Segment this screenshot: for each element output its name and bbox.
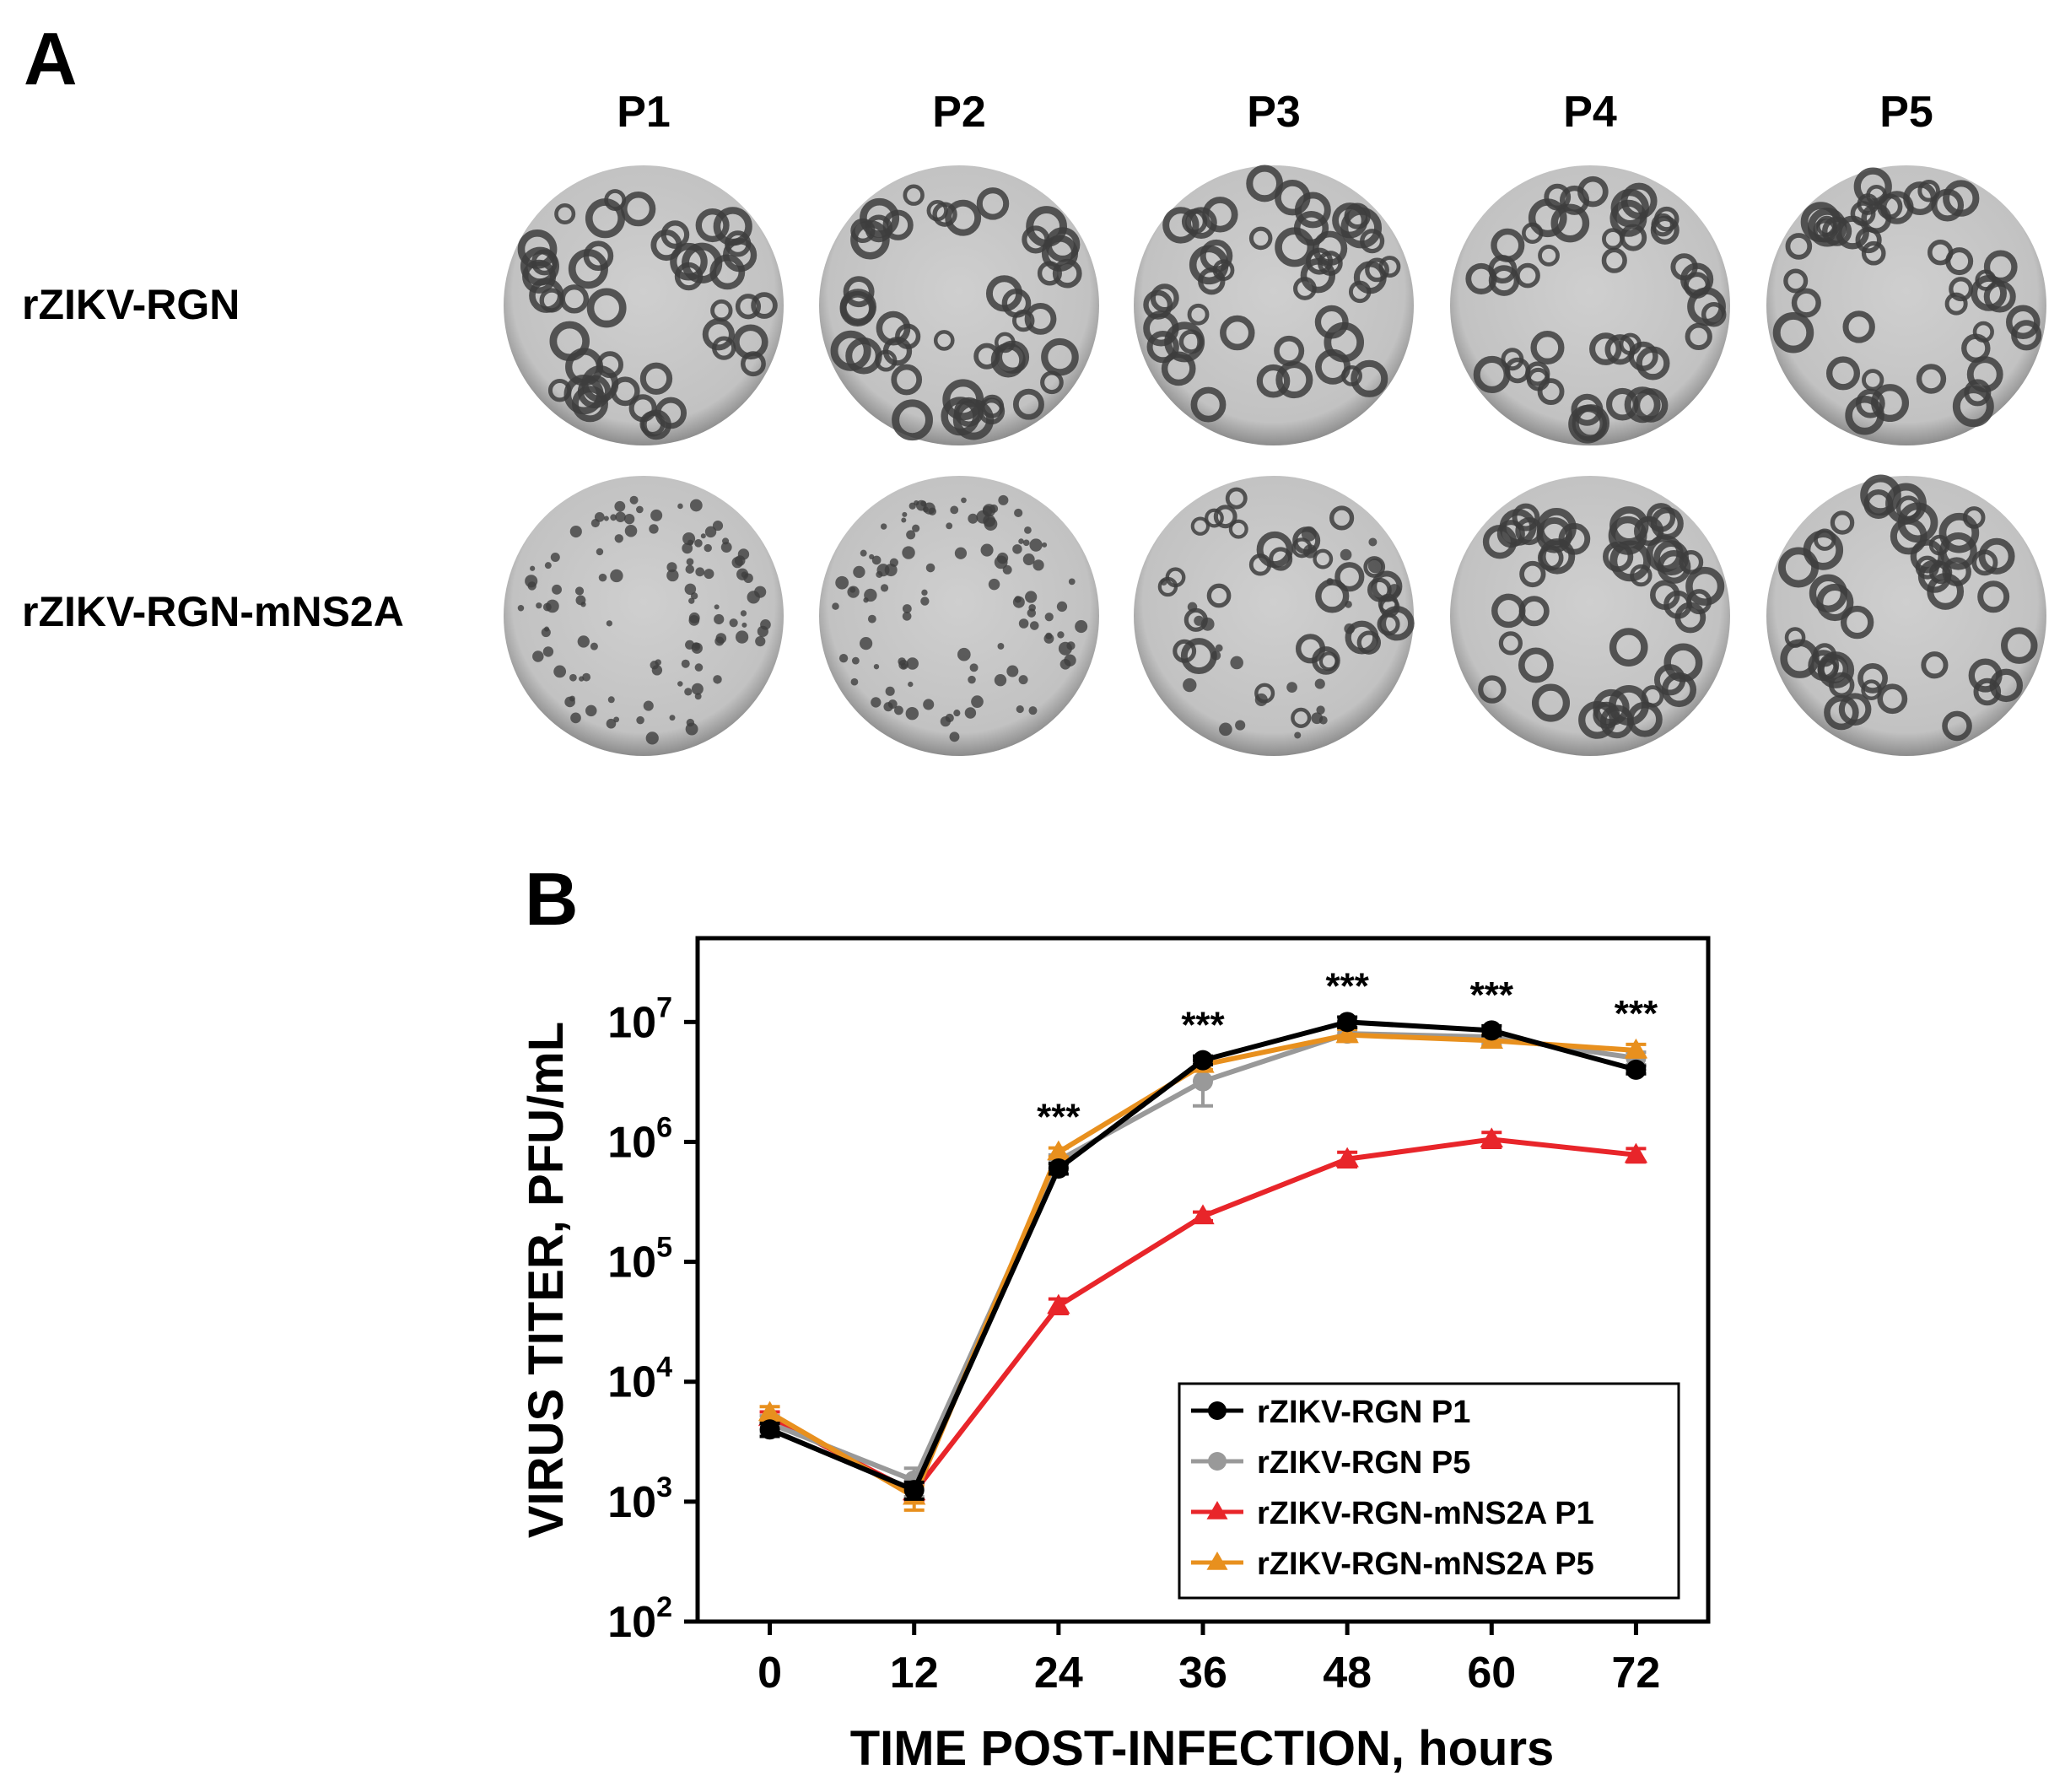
data-point	[759, 1419, 780, 1440]
legend-item: rZIKV-RGN-mNS2A P5	[1191, 1546, 1594, 1582]
data-point	[1193, 1050, 1213, 1071]
legend-label: rZIKV-RGN P1	[1257, 1395, 1470, 1430]
x-tick-label: 0	[758, 1649, 782, 1698]
column-labels: P1 P2 P3 P4 P5	[617, 88, 1933, 137]
panel-b: B 102 103 104 105 106 107 0 12 24 36 48 60 72 TIME …	[519, 857, 1711, 1776]
plaque-dish	[504, 165, 784, 445]
x-tick-label: 24	[1034, 1649, 1083, 1698]
significance-marker: ***	[1615, 993, 1658, 1034]
column-label-p1: P1	[617, 88, 671, 137]
significance-marker: ***	[1037, 1097, 1081, 1138]
data-point	[1626, 1059, 1647, 1080]
data-point	[903, 1480, 925, 1501]
legend-box	[1178, 1382, 1680, 1600]
plaque-dish	[819, 165, 1099, 445]
data-point	[758, 1401, 782, 1422]
plaque-dish	[1766, 165, 2046, 445]
data-point	[1047, 1293, 1070, 1314]
data-series	[758, 1012, 1648, 1512]
data-point	[1191, 1204, 1215, 1225]
plaque-dish	[1766, 474, 2046, 756]
plaque-dish	[1450, 476, 1730, 756]
legend-item: rZIKV-RGN-mNS2A P1	[1191, 1496, 1594, 1531]
data-point	[1193, 1071, 1213, 1092]
x-tick-label: 60	[1467, 1649, 1516, 1698]
significance-marker: ***	[1325, 965, 1369, 1007]
y-tick-label: 105	[607, 1232, 672, 1287]
y-tick-label: 107	[607, 991, 672, 1047]
column-label-p3: P3	[1247, 88, 1301, 137]
y-tick-label: 102	[607, 1591, 672, 1647]
y-tick-label: 106	[607, 1111, 672, 1167]
data-point	[1337, 1012, 1358, 1033]
row-label-rzikv-rgn: rZIKV-RGN	[22, 281, 240, 328]
significance-marker: ***	[1470, 974, 1514, 1016]
data-point	[1335, 1147, 1359, 1168]
x-tick-label: 72	[1612, 1649, 1661, 1698]
legend-marker	[1206, 1552, 1228, 1570]
y-tick-label: 103	[607, 1471, 672, 1527]
legend-marker	[1208, 1401, 1227, 1420]
significance-marker: ***	[1181, 1005, 1225, 1046]
plaque-dish	[1134, 165, 1414, 445]
legend-item: rZIKV-RGN P1	[1191, 1395, 1470, 1430]
y-axis-title: VIRUS TITER, PFU/mL	[519, 1022, 574, 1538]
plaque-dish	[504, 476, 784, 756]
data-point	[1480, 1127, 1503, 1148]
data-point	[1481, 1020, 1502, 1041]
plaque-dish	[819, 476, 1099, 756]
plaque-dish	[1450, 165, 1730, 445]
x-tick-label: 36	[1178, 1649, 1227, 1698]
data-point	[1624, 1038, 1648, 1059]
data-point	[1047, 1140, 1070, 1161]
plaque-dish	[1134, 476, 1415, 756]
x-axis-ticks: 0 12 24 36 48 60 72	[758, 1622, 1660, 1698]
data-point	[1335, 1023, 1359, 1044]
plaque-dishes	[504, 165, 2046, 756]
panel-b-label: B	[525, 857, 579, 941]
legend-item: rZIKV-RGN P5	[1191, 1445, 1470, 1481]
legend-marker	[1206, 1501, 1228, 1519]
legend-label: rZIKV-RGN-mNS2A P1	[1257, 1496, 1594, 1531]
panel-a: A P1 P2 P3 P4 P5 rZIKV-RGN rZIKV-RGN-mNS…	[22, 17, 2046, 756]
legend-label: rZIKV-RGN-mNS2A P5	[1257, 1546, 1594, 1582]
x-tick-label: 48	[1323, 1649, 1372, 1698]
legend-label: rZIKV-RGN P5	[1257, 1445, 1470, 1481]
row-label-rzikv-rgn-mns2a: rZIKV-RGN-mNS2A	[22, 588, 404, 635]
legend-marker	[1208, 1452, 1227, 1471]
y-tick-label: 104	[607, 1352, 672, 1407]
column-label-p2: P2	[932, 88, 986, 137]
x-tick-label: 12	[890, 1649, 939, 1698]
y-axis-ticks: 102 103 104 105 106 107	[607, 991, 698, 1647]
panel-a-label: A	[24, 17, 78, 100]
data-point	[1048, 1158, 1069, 1179]
x-axis-title: TIME POST-INFECTION, hours	[850, 1721, 1555, 1776]
column-label-p4: P4	[1563, 88, 1617, 137]
data-point	[1624, 1142, 1648, 1163]
column-label-p5: P5	[1879, 88, 1933, 137]
series-rzikv-rgn-p1	[759, 1012, 1647, 1501]
significance-annotations: *** *** *** *** ***	[1037, 965, 1658, 1137]
legend: rZIKV-RGN P1 rZIKV-RGN P5 rZIKV-RGN-mNS2A …	[1178, 1382, 1680, 1600]
